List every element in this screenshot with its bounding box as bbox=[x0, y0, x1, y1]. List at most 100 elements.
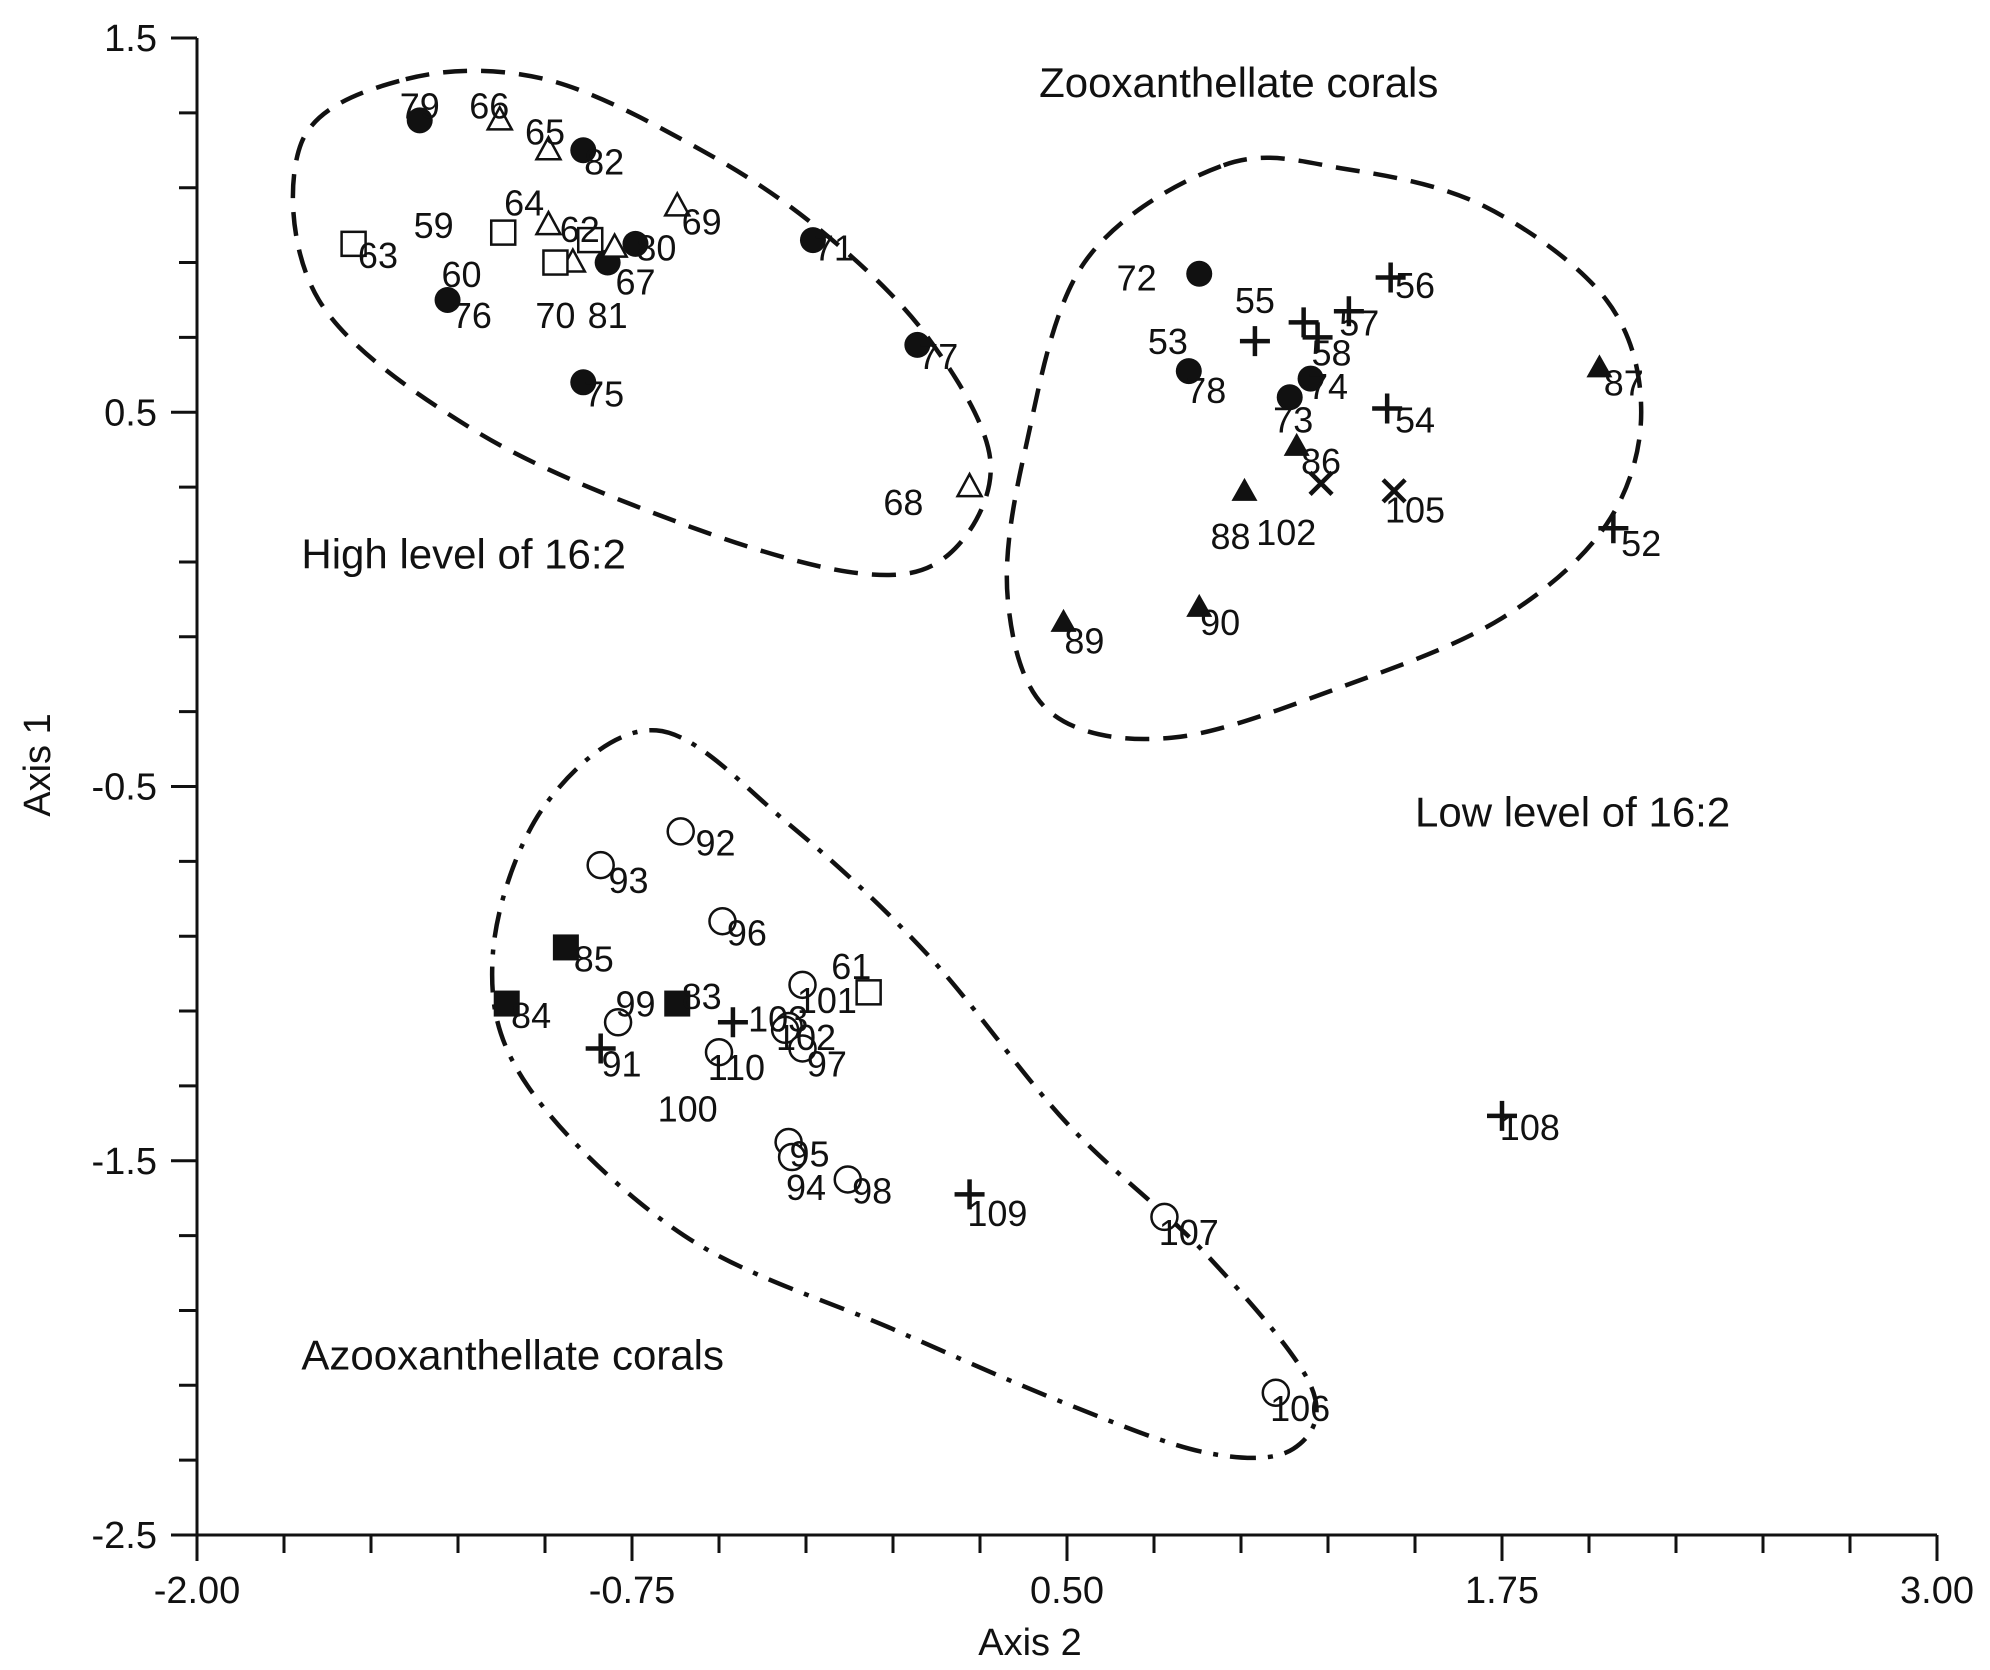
y-axis-label: Axis 1 bbox=[17, 713, 59, 816]
point-label: 79 bbox=[400, 85, 440, 126]
filled-square-point bbox=[664, 990, 691, 1017]
point-label: 85 bbox=[574, 939, 614, 980]
point-label: 64 bbox=[504, 183, 544, 224]
y-tick-label: -0.5 bbox=[92, 767, 157, 809]
point-label: 95 bbox=[789, 1133, 829, 1174]
point-label: 110 bbox=[708, 1047, 765, 1088]
filled-circle-point bbox=[799, 227, 826, 254]
open-triangle-point bbox=[600, 231, 629, 258]
open-square-point bbox=[340, 230, 367, 258]
filled-triangle-point bbox=[1186, 593, 1213, 617]
open-circle-point bbox=[833, 1165, 863, 1194]
point-label: 69 bbox=[682, 201, 722, 242]
filled-circle-point bbox=[570, 137, 597, 164]
point-label: 59 bbox=[414, 205, 454, 246]
y-tick-label: 1.5 bbox=[104, 18, 157, 60]
annotation-label: Azooxanthellate corals bbox=[301, 1331, 724, 1378]
point-label: 98 bbox=[852, 1171, 892, 1212]
point-label: 92 bbox=[695, 823, 735, 864]
open-triangle-point bbox=[534, 134, 563, 161]
point-label: 81 bbox=[588, 295, 628, 336]
y-tick-label: -2.5 bbox=[92, 1515, 157, 1557]
point-label: 53 bbox=[1148, 321, 1188, 362]
filled-square-point bbox=[552, 934, 579, 961]
y-tick-label: -1.5 bbox=[92, 1141, 157, 1183]
plus-point bbox=[585, 1033, 616, 1064]
filled-triangle-point bbox=[1050, 608, 1077, 632]
open-circle-point bbox=[666, 817, 695, 846]
data-points bbox=[340, 104, 1629, 1408]
plus-point bbox=[1288, 307, 1319, 338]
filled-circle-point bbox=[570, 369, 597, 396]
open-square-point bbox=[576, 226, 604, 254]
point-label: 67 bbox=[615, 261, 655, 302]
point-label: 108 bbox=[1500, 1107, 1560, 1148]
plus-point bbox=[1372, 393, 1403, 424]
point-label: 54 bbox=[1395, 400, 1435, 441]
x-tick-label: 0.50 bbox=[1030, 1570, 1104, 1612]
plus-point bbox=[717, 1007, 748, 1038]
cluster-outlines bbox=[290, 68, 1644, 1461]
open-circle-point bbox=[788, 1034, 817, 1063]
filled-triangle-point bbox=[1283, 432, 1310, 456]
open-circle-point bbox=[603, 1008, 633, 1037]
point-label: 57 bbox=[1339, 302, 1379, 343]
filled-triangle-point bbox=[1231, 477, 1258, 501]
y-tick-label: 0.5 bbox=[104, 392, 157, 434]
point-label: 77 bbox=[918, 336, 958, 377]
cross-point bbox=[1381, 478, 1407, 504]
open-triangle-point bbox=[663, 190, 692, 217]
point-label: 75 bbox=[584, 374, 624, 415]
point-label: 78 bbox=[1186, 370, 1226, 411]
point-label: 71 bbox=[814, 228, 854, 269]
open-square-point bbox=[855, 979, 882, 1006]
point-label: 76 bbox=[452, 295, 492, 336]
point-label: 80 bbox=[636, 228, 676, 269]
filled-circle-point bbox=[1276, 384, 1303, 411]
x-axis-label: Axis 2 bbox=[978, 1622, 1081, 1664]
annotation-label: Zooxanthellate corals bbox=[1039, 59, 1438, 106]
point-label: 94 bbox=[786, 1167, 826, 1208]
plus-point bbox=[1239, 326, 1270, 357]
annotation-label: High level of 16:2 bbox=[301, 530, 626, 577]
point-label: 58 bbox=[1311, 332, 1351, 373]
open-circle-point bbox=[1150, 1202, 1179, 1232]
point-label: 97 bbox=[807, 1043, 847, 1084]
point-label: 52 bbox=[1621, 523, 1661, 564]
point-label: 106 bbox=[1270, 1388, 1330, 1429]
point-label: 103 bbox=[748, 999, 808, 1040]
point-label: 99 bbox=[615, 984, 655, 1025]
open-triangle-point bbox=[955, 471, 984, 498]
plus-point bbox=[1487, 1100, 1517, 1131]
point-label: 74 bbox=[1308, 366, 1348, 407]
open-triangle-point bbox=[534, 209, 563, 236]
point-label: 96 bbox=[727, 912, 767, 953]
point-label: 109 bbox=[967, 1193, 1027, 1234]
point-label: 101 bbox=[797, 980, 857, 1021]
open-circle-point bbox=[777, 1142, 807, 1172]
open-circle-point bbox=[586, 850, 615, 880]
point-label: 100 bbox=[658, 1088, 718, 1129]
plus-point bbox=[1375, 262, 1406, 293]
cross-point bbox=[1308, 470, 1334, 496]
point-label: 86 bbox=[1301, 441, 1341, 482]
open-circle-point bbox=[788, 970, 817, 1000]
point-label: 73 bbox=[1273, 400, 1313, 441]
point-label: 82 bbox=[584, 142, 624, 183]
x-tick-label: -0.75 bbox=[589, 1570, 676, 1612]
point-label: 93 bbox=[608, 860, 648, 901]
open-circle-point bbox=[770, 1015, 800, 1045]
x-tick-label: 3.00 bbox=[1900, 1570, 1974, 1612]
filled-circle-point bbox=[1186, 260, 1213, 287]
x-tick-label: 1.75 bbox=[1465, 1570, 1539, 1612]
filled-circle-point bbox=[1175, 358, 1202, 385]
open-triangle-point bbox=[485, 104, 514, 131]
point-label: 65 bbox=[525, 112, 565, 153]
point-label: 62 bbox=[560, 209, 600, 250]
point-label: 56 bbox=[1395, 265, 1435, 306]
filled-circle-point bbox=[434, 286, 461, 313]
plus-point bbox=[1302, 322, 1333, 353]
point-label: 60 bbox=[441, 254, 481, 295]
filled-circle-point bbox=[1297, 365, 1324, 392]
